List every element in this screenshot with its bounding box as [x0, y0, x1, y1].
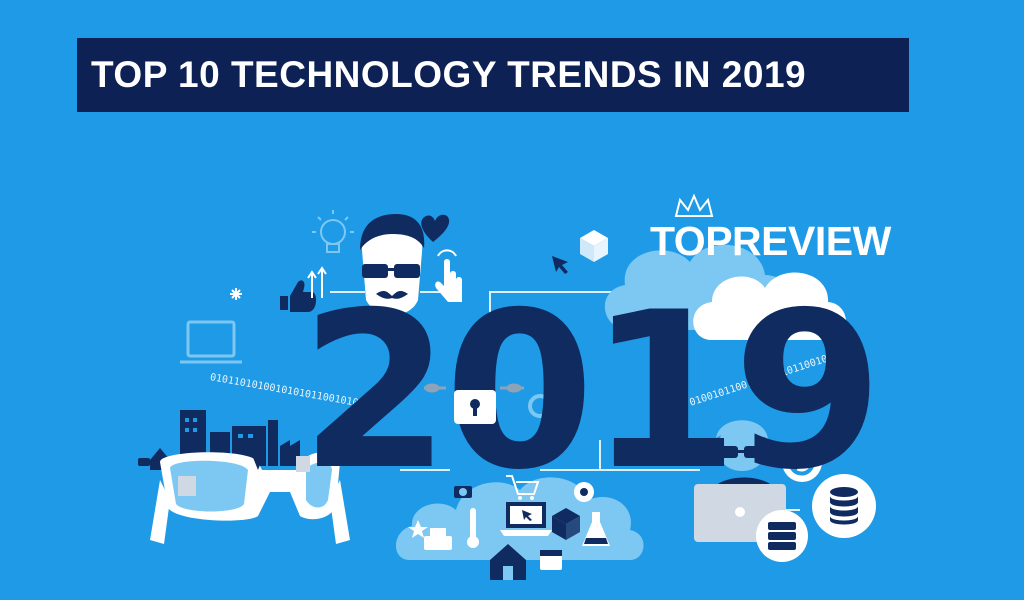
cursor-icon [552, 256, 568, 274]
printer-icon [424, 528, 452, 550]
calendar-icon [540, 550, 562, 570]
brand-logo: TOPREVIEW [650, 218, 891, 264]
flask-icon [582, 512, 610, 546]
camera-icon [454, 486, 472, 498]
title-banner: TOP 10 TECHNOLOGY TRENDS IN 2019 [77, 38, 909, 112]
server-icon [756, 510, 808, 562]
thumbs-up-icon [280, 280, 317, 312]
shopping-cart-icon [506, 475, 540, 500]
lightbulb-icon [312, 210, 354, 253]
home-icon [490, 544, 526, 580]
webcam-icon [574, 482, 594, 502]
database-icon [812, 474, 876, 538]
touch-hand-icon [435, 249, 462, 302]
sync-icon [782, 442, 822, 482]
cube-icon [580, 230, 608, 262]
magnifier-icon [528, 394, 560, 426]
year-heading: 2019 [300, 266, 883, 517]
star-icon [230, 288, 242, 300]
laptop-icon [500, 502, 552, 536]
page-title: TOP 10 TECHNOLOGY TRENDS IN 2019 [91, 54, 807, 95]
laptop-icon [180, 320, 242, 364]
cloud-icon [604, 244, 846, 340]
hipster-avatar-icon [360, 214, 425, 315]
arrows-icon [307, 266, 327, 298]
cube-icon [552, 508, 580, 540]
city-windows [185, 418, 253, 438]
star-icon [408, 520, 428, 538]
heart-icon [421, 214, 450, 242]
thermometer-icon [467, 508, 479, 548]
smart-glasses-icon [150, 445, 350, 544]
